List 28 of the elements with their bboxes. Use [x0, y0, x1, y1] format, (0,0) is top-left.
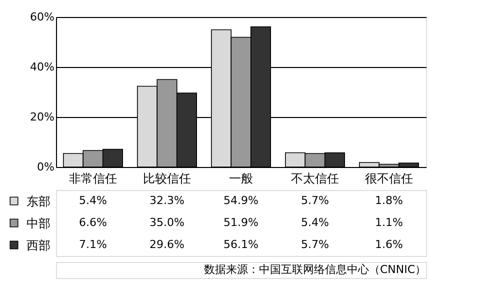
x-tick-label: 比较信任	[143, 172, 191, 186]
data-label: 51.9%	[224, 216, 258, 229]
data-label: 5.7%	[301, 238, 329, 251]
x-tick-label: 不太信任	[291, 172, 339, 186]
data-label: 5.7%	[301, 194, 329, 207]
legend-label: 中部	[26, 216, 50, 230]
x-tick-label: 非常信任	[69, 172, 117, 186]
y-tick-label: 60%	[30, 10, 54, 24]
data-label: 5.4%	[79, 194, 107, 207]
y-tick-label: 40%	[30, 60, 54, 74]
data-label: 5.4%	[301, 216, 329, 229]
data-label: 54.9%	[224, 194, 258, 207]
data-label: 35.0%	[150, 216, 184, 229]
y-tick-label: 0%	[37, 160, 54, 174]
data-label: 1.6%	[375, 238, 403, 251]
legend-label: 西部	[26, 238, 50, 252]
x-tick-label: 一般	[229, 172, 253, 186]
data-label: 1.8%	[375, 194, 403, 207]
data-label: 56.1%	[224, 238, 258, 251]
data-label: 29.6%	[150, 238, 184, 251]
data-label: 1.1%	[375, 216, 403, 229]
y-tick-label: 20%	[30, 110, 54, 124]
source-note: 数据来源：中国互联网络信息中心（CNNIC）	[204, 263, 426, 276]
data-label: 7.1%	[79, 238, 107, 251]
legend-label: 东部	[26, 194, 50, 208]
x-tick-label: 很不信任	[365, 172, 413, 186]
data-label: 6.6%	[79, 216, 107, 229]
data-label: 32.3%	[150, 194, 184, 207]
